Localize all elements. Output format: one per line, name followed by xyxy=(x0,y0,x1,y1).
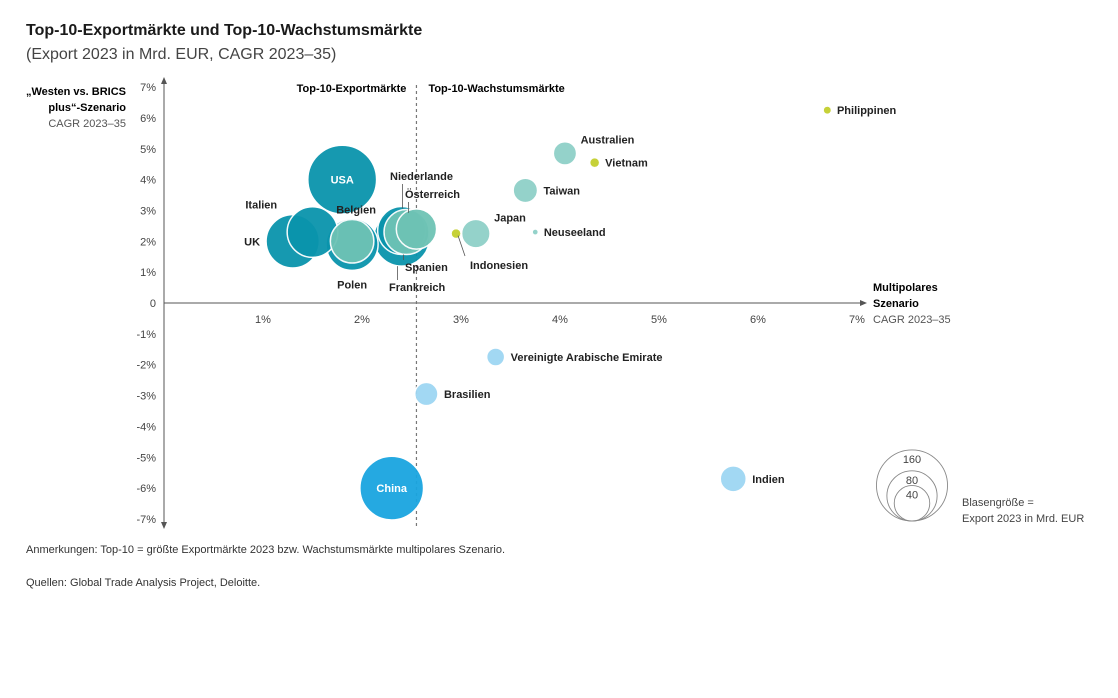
y-axis-arrow-bottom xyxy=(161,522,167,529)
bubble-indien xyxy=(720,466,746,492)
size-legend-caption: Blasengröße = xyxy=(962,497,1034,509)
y-tick-label: -2% xyxy=(136,360,156,372)
bubble-österreich xyxy=(396,209,436,249)
y-axis-arrow-top xyxy=(161,77,167,84)
region-label-right: Top-10-Wachstumsmärkte xyxy=(428,83,564,95)
label-china: China xyxy=(376,483,407,495)
label-usa: USA xyxy=(331,175,354,187)
bubble-indonesien xyxy=(452,229,461,238)
size-legend-caption: Export 2023 in Mrd. EUR xyxy=(962,513,1084,525)
x-tick-label: 7% xyxy=(849,314,865,326)
y-tick-label: -6% xyxy=(136,483,156,495)
bubble-taiwan xyxy=(513,178,537,202)
label-japan: Japan xyxy=(494,212,526,224)
bubble-australien xyxy=(553,142,576,165)
y-tick-label: -3% xyxy=(136,391,156,403)
y-tick-label: 6% xyxy=(140,113,156,125)
bubble-vereinigte-arabische-emirate xyxy=(487,348,505,366)
label-neuseeland: Neuseeland xyxy=(544,227,606,239)
x-tick-label: 6% xyxy=(750,314,766,326)
x-axis-arrow xyxy=(860,300,867,306)
label-belgien: Belgien xyxy=(336,205,376,217)
x-tick-label: 1% xyxy=(255,314,271,326)
label-indonesien: Indonesien xyxy=(470,260,528,272)
label-indien: Indien xyxy=(752,474,785,486)
bubble-brasilien xyxy=(415,382,438,405)
label-niederlande: Niederlande xyxy=(390,171,453,183)
size-legend-value: 80 xyxy=(906,475,918,487)
size-legend-value: 40 xyxy=(906,489,918,501)
y-tick-label: -1% xyxy=(136,329,156,341)
label-frankreich: Frankreich xyxy=(389,282,446,294)
label-polen: Polen xyxy=(337,279,367,291)
y-tick-label: -5% xyxy=(136,452,156,464)
label-italien: Italien xyxy=(245,200,277,212)
y-axis-title-line: „Westen vs. BRICS xyxy=(26,86,126,98)
bubble-belgien xyxy=(330,220,374,264)
label-spanien: Spanien xyxy=(405,262,448,274)
region-label-left: Top-10-Exportmärkte xyxy=(297,83,407,95)
label-vietnam: Vietnam xyxy=(605,158,648,170)
label-australien: Australien xyxy=(581,135,635,147)
y-tick-label: 1% xyxy=(140,267,156,279)
size-legend-value: 160 xyxy=(903,454,921,466)
y-tick-label: 2% xyxy=(140,236,156,248)
y-tick-label: -7% xyxy=(136,514,156,526)
y-axis-title-line: plus“-Szenario xyxy=(48,102,126,114)
x-axis-subtitle: CAGR 2023–35 xyxy=(873,314,951,326)
bubble-philippinen xyxy=(824,107,831,114)
x-tick-label: 3% xyxy=(453,314,469,326)
source-note: Quellen: Global Trade Analysis Project, … xyxy=(26,577,260,589)
annotation-note: Anmerkungen: Top-10 = größte Exportmärkt… xyxy=(26,544,505,556)
y-tick-label: 5% xyxy=(140,144,156,156)
y-tick-label: 4% xyxy=(140,175,156,187)
y-tick-label: 3% xyxy=(140,205,156,217)
y-tick-label: 7% xyxy=(140,82,156,94)
x-tick-label: 2% xyxy=(354,314,370,326)
bubble-vietnam xyxy=(590,158,599,167)
bubble-japan xyxy=(462,219,490,247)
x-tick-label: 5% xyxy=(651,314,667,326)
label-österreich: Österreich xyxy=(405,188,460,201)
bubble-chart: 7% 6% 5% 4% 3% 2% 1% 0 -1% -2% -3% -4% -5% -6% -7% 1% 2%… xyxy=(0,0,1118,560)
x-axis-title-line: Szenario xyxy=(873,298,919,310)
y-axis-subtitle: CAGR 2023–35 xyxy=(48,118,126,130)
bubble-italien xyxy=(287,207,338,258)
label-vereinigte-arabische-emirate: Vereinigte Arabische Emirate xyxy=(511,352,663,364)
label-philippinen: Philippinen xyxy=(837,105,897,117)
y-tick-label: -4% xyxy=(136,421,156,433)
y-tick-label: 0 xyxy=(150,298,156,310)
bubble-neuseeland xyxy=(533,229,538,234)
label-uk: UK xyxy=(244,236,260,248)
x-tick-label: 4% xyxy=(552,314,568,326)
x-axis-title-line: Multipolares xyxy=(873,282,938,294)
label-taiwan: Taiwan xyxy=(544,185,581,197)
label-brasilien: Brasilien xyxy=(444,389,491,401)
